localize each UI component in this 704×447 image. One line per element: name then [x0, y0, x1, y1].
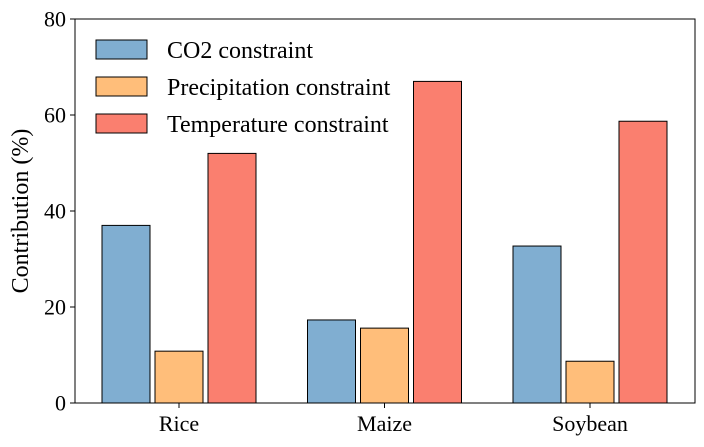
bar-maize-series-1	[307, 319, 356, 404]
x-tick-label-soybean: Soybean	[552, 411, 628, 436]
bar-soybean-series-1	[512, 245, 562, 404]
bar-soybean-series-3	[618, 120, 668, 404]
legend-swatch-2	[95, 76, 148, 97]
bar-rice-series-1	[101, 224, 151, 404]
y-tick-label: 40	[44, 199, 66, 224]
y-tick-label: 20	[44, 295, 66, 320]
x-tick-label-rice: Rice	[159, 411, 199, 436]
y-tick-label: 80	[44, 7, 66, 32]
legend-swatch-3	[95, 113, 148, 134]
legend-label-1: CO2 constraint	[167, 38, 313, 64]
y-tick-label: 60	[44, 103, 66, 128]
bar-rice-series-3	[207, 152, 257, 404]
bar-maize-series-3	[413, 80, 462, 404]
bars-layer	[101, 80, 668, 404]
bar-rice-series-2	[154, 350, 204, 404]
x-tick-label-maize: Maize	[357, 411, 412, 436]
y-tick-label: 0	[55, 391, 66, 416]
bar-maize-series-2	[360, 327, 409, 404]
y-axis: 0 20 40 60 80	[44, 7, 75, 416]
bar-soybean-series-2	[565, 360, 615, 404]
legend: CO2 constraint Precipitation constraint Te…	[95, 38, 391, 138]
y-axis-title: Contribution (%)	[8, 129, 34, 294]
legend-label-3: Temperature constraint	[167, 112, 389, 138]
legend-label-2: Precipitation constraint	[167, 75, 391, 101]
x-axis: Rice Maize Soybean	[159, 403, 628, 436]
legend-swatch-1	[95, 39, 148, 60]
